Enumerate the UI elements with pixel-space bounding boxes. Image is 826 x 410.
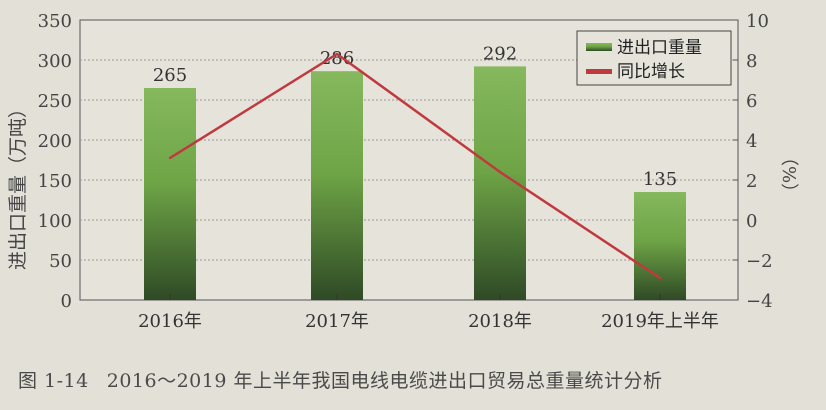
left-tick-label: 150 (38, 171, 72, 192)
left-tick-label: 100 (38, 211, 72, 232)
x-tick-label: 2016年 (138, 311, 202, 332)
left-tick-label: 250 (38, 91, 72, 112)
right-tick-label: 8 (746, 51, 757, 72)
legend-label-line: 同比增长 (617, 62, 685, 82)
x-tick-label: 2018年 (468, 311, 532, 332)
chart: 0 50 100 150 200 250 300 350 −4 −2 0 2 4 6 8 10 265 2016年… (7, 11, 799, 332)
y2-axis-label: （%） (778, 148, 799, 201)
right-tick-label: 10 (746, 11, 769, 32)
x-tick-label: 2017年 (305, 311, 369, 332)
y-axis-label: 进出口重量（万吨） (7, 99, 29, 270)
x-tick-label: 2019年上半年 (601, 311, 719, 332)
legend-label-bar: 进出口重量 (617, 38, 702, 58)
bar-data-label: 265 (153, 65, 187, 86)
bar-data-label: 286 (320, 48, 354, 69)
right-tick-label: −2 (746, 251, 773, 272)
right-tick-label: 2 (746, 171, 757, 192)
legend-box (576, 30, 732, 86)
bar-2017年 (311, 71, 363, 300)
left-tick-label: 300 (38, 51, 72, 72)
right-tick-label: −4 (746, 291, 773, 312)
right-tick-label: 4 (746, 131, 757, 152)
growth-point (498, 170, 502, 174)
left-tick-label: 50 (49, 251, 72, 272)
right-tick-label: 0 (746, 211, 757, 232)
bar-data-label: 292 (483, 43, 517, 64)
growth-point (168, 156, 172, 160)
left-tick-label: 350 (38, 11, 72, 32)
growth-line (169, 52, 661, 280)
growth-point (658, 276, 662, 280)
left-tick-label: 0 (61, 291, 72, 312)
bar-2019年上半年 (634, 192, 686, 300)
bar-2016年 (144, 88, 196, 300)
legend-swatch-bar (586, 43, 612, 51)
right-tick-label: 6 (746, 91, 757, 112)
bar-data-label: 135 (643, 169, 677, 190)
left-tick-label: 200 (38, 131, 72, 152)
figure-caption: 图 1-14 2016～2019 年上半年我国电线电缆进出口贸易总重量统计分析 (18, 366, 680, 393)
growth-point (335, 52, 339, 56)
legend-swatch-line (586, 69, 612, 74)
figure-number: 图 1-14 (18, 370, 89, 392)
figure-title: 2016～2019 年上半年我国电线电缆进出口贸易总重量统计分析 (106, 370, 663, 392)
